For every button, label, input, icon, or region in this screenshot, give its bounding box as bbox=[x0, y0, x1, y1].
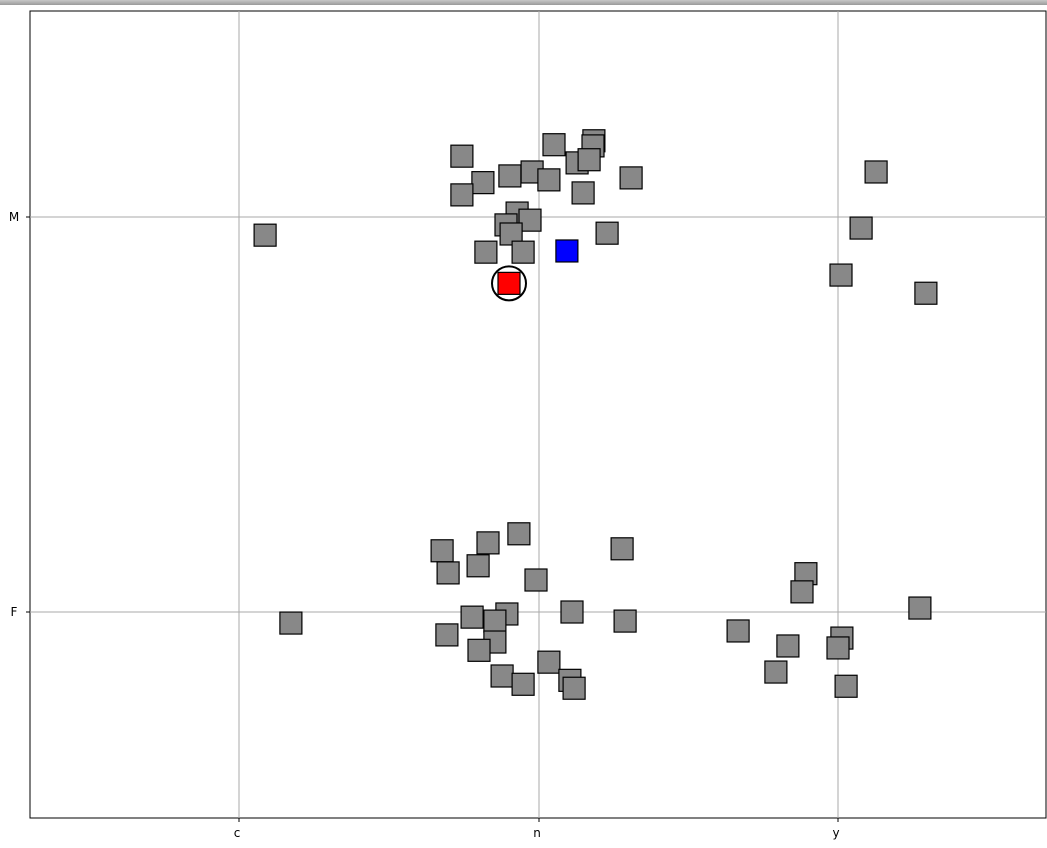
data-point[interactable] bbox=[560, 600, 584, 624]
data-point[interactable] bbox=[476, 531, 500, 555]
highlight-point[interactable] bbox=[555, 239, 579, 263]
data-point[interactable] bbox=[460, 605, 484, 629]
data-point[interactable] bbox=[908, 596, 932, 620]
data-point[interactable] bbox=[571, 181, 595, 205]
axis-ticks: c n y F M bbox=[9, 210, 840, 840]
data-point[interactable] bbox=[914, 281, 938, 305]
data-point[interactable] bbox=[518, 208, 542, 232]
data-point[interactable] bbox=[511, 672, 535, 696]
x-tick-label: n bbox=[533, 826, 541, 840]
data-point[interactable] bbox=[490, 664, 514, 688]
data-point[interactable] bbox=[776, 634, 800, 658]
plot-area bbox=[29, 10, 1047, 819]
y-tick-label: M bbox=[9, 210, 19, 224]
data-point[interactable] bbox=[790, 580, 814, 604]
data-point[interactable] bbox=[466, 554, 490, 578]
data-point[interactable] bbox=[279, 611, 303, 635]
data-points bbox=[253, 129, 938, 700]
y-tick-label: F bbox=[11, 605, 18, 619]
data-point[interactable] bbox=[577, 148, 601, 172]
data-point[interactable] bbox=[467, 638, 491, 662]
data-point[interactable] bbox=[450, 183, 474, 207]
data-point[interactable] bbox=[471, 171, 495, 195]
data-point[interactable] bbox=[474, 240, 498, 264]
data-point[interactable] bbox=[537, 168, 561, 192]
data-point[interactable] bbox=[595, 221, 619, 245]
data-point[interactable] bbox=[619, 166, 643, 190]
data-point[interactable] bbox=[864, 160, 888, 184]
data-point[interactable] bbox=[826, 636, 850, 660]
data-point[interactable] bbox=[450, 144, 474, 168]
data-point[interactable] bbox=[726, 619, 750, 643]
x-tick-label: c bbox=[234, 826, 241, 840]
data-point[interactable] bbox=[499, 222, 523, 246]
data-point[interactable] bbox=[511, 240, 535, 264]
data-point[interactable] bbox=[764, 660, 788, 684]
data-point[interactable] bbox=[435, 623, 459, 647]
data-point[interactable] bbox=[829, 263, 853, 287]
data-point[interactable] bbox=[483, 609, 507, 633]
data-point[interactable] bbox=[562, 676, 586, 700]
data-point[interactable] bbox=[542, 133, 566, 157]
data-point[interactable] bbox=[498, 164, 522, 188]
data-point[interactable] bbox=[849, 216, 873, 240]
window-top-edge bbox=[0, 0, 1047, 5]
data-point[interactable] bbox=[613, 609, 637, 633]
data-point[interactable] bbox=[524, 568, 548, 592]
data-point[interactable] bbox=[834, 674, 858, 698]
data-point[interactable] bbox=[537, 650, 561, 674]
selected-point[interactable] bbox=[497, 271, 521, 295]
data-point[interactable] bbox=[253, 223, 277, 247]
data-point[interactable] bbox=[436, 561, 460, 585]
x-tick-label: y bbox=[832, 826, 839, 840]
data-point[interactable] bbox=[430, 539, 454, 563]
data-point[interactable] bbox=[610, 537, 634, 561]
data-point[interactable] bbox=[507, 522, 531, 546]
